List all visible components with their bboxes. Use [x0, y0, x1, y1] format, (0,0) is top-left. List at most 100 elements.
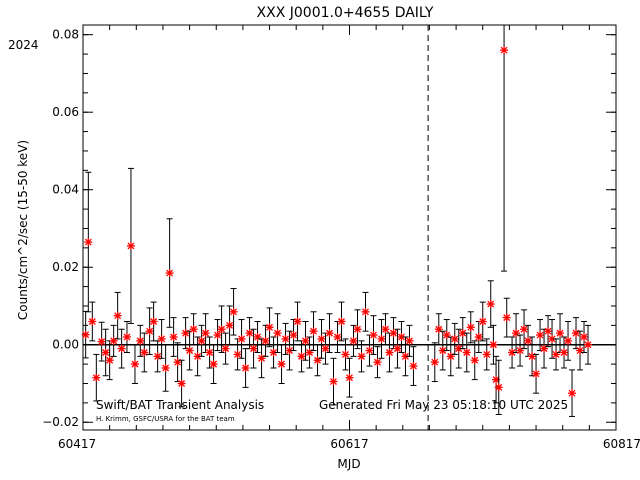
asterisk-marker [556, 329, 565, 338]
data-point [568, 369, 577, 417]
data-point [500, 24, 509, 272]
asterisk-marker [257, 354, 266, 363]
data-point [438, 330, 447, 371]
asterisk-marker [482, 350, 491, 359]
year-label: 2024 [8, 38, 39, 52]
asterisk-stroke [230, 308, 238, 316]
asterisk-stroke [459, 329, 467, 337]
asterisk-marker [229, 307, 238, 316]
data-point [140, 332, 149, 373]
y-tick-label: 0.00 [52, 338, 79, 352]
asterisk-stroke [503, 314, 511, 322]
asterisk-marker [520, 325, 529, 334]
asterisk-marker [329, 377, 338, 386]
asterisk-marker [140, 348, 149, 357]
asterisk-stroke [123, 333, 131, 341]
data-point [241, 348, 250, 388]
asterisk-stroke [489, 341, 497, 349]
asterisk-stroke [282, 335, 289, 343]
data-point [261, 324, 270, 357]
annotation-right: Generated Fri May 23 05:18:10 UTC 2025 [319, 398, 568, 412]
data-point [205, 336, 214, 369]
asterisk-marker [466, 323, 475, 332]
asterisk-stroke [463, 349, 471, 356]
asterisk-stroke [467, 323, 475, 331]
asterisk-marker [273, 329, 282, 338]
asterisk-stroke [92, 374, 100, 382]
asterisk-stroke [564, 337, 572, 345]
data-point [580, 320, 589, 353]
data-point [297, 340, 306, 373]
data-point [357, 340, 366, 373]
asterisk-marker [373, 358, 382, 367]
data-point [245, 317, 254, 350]
asterisk-stroke [443, 331, 451, 339]
asterisk-marker [470, 356, 479, 365]
asterisk-marker [253, 332, 262, 341]
asterisk-stroke [310, 327, 317, 335]
asterisk-marker [385, 348, 394, 357]
asterisk-marker [489, 340, 498, 349]
asterisk-stroke [350, 337, 357, 345]
data-point [381, 313, 390, 346]
asterisk-marker [462, 348, 471, 357]
asterisk-stroke [471, 356, 479, 364]
asterisk-stroke [386, 349, 393, 356]
asterisk-marker [122, 332, 131, 341]
data-point [532, 353, 541, 394]
data-point [337, 301, 346, 342]
data-point [165, 218, 174, 328]
asterisk-marker [281, 334, 290, 343]
asterisk-stroke [222, 345, 230, 353]
asterisk-stroke [318, 335, 325, 343]
data-point [516, 334, 525, 367]
asterisk-marker [289, 331, 298, 340]
y-tick-label: 0.06 [52, 105, 79, 119]
asterisk-stroke [106, 356, 114, 364]
data-point [84, 171, 93, 313]
asterisk-stroke [82, 331, 90, 339]
data-point [430, 342, 439, 383]
data-point [149, 301, 158, 342]
asterisk-stroke [154, 352, 162, 360]
asterisk-stroke [338, 318, 345, 325]
asterisk-marker [297, 352, 306, 361]
asterisk-marker [265, 323, 274, 332]
asterisk-marker [474, 332, 483, 341]
asterisk-marker [478, 317, 487, 326]
asterisk-stroke [495, 383, 503, 391]
asterisk-stroke [326, 329, 333, 337]
asterisk-marker [109, 336, 118, 345]
data-point [265, 307, 274, 348]
asterisk-stroke [580, 333, 588, 341]
asterisk-stroke [131, 360, 139, 368]
asterisk-stroke [492, 376, 500, 384]
asterisk-marker [494, 383, 503, 392]
data-points [81, 24, 593, 417]
asterisk-marker [305, 348, 314, 357]
asterisk-stroke [431, 358, 439, 366]
asterisk-stroke [102, 349, 110, 356]
asterisk-marker [361, 307, 370, 316]
asterisk-marker [117, 344, 126, 353]
y-tick-label: −0.02 [42, 415, 79, 429]
data-point [341, 338, 350, 371]
asterisk-marker [149, 317, 158, 326]
data-point [313, 344, 322, 377]
asterisk-marker [88, 317, 97, 326]
asterisk-marker [189, 325, 198, 334]
asterisk-stroke [548, 335, 556, 343]
asterisk-marker [277, 360, 286, 369]
data-point [369, 315, 378, 355]
data-point [197, 324, 206, 357]
asterisk-marker [512, 329, 521, 338]
asterisk-stroke [512, 329, 520, 337]
data-point [257, 338, 266, 379]
asterisk-stroke [508, 349, 516, 356]
asterisk-stroke [206, 349, 214, 356]
asterisk-marker [560, 348, 569, 357]
asterisk-stroke [262, 337, 270, 345]
asterisk-marker [580, 332, 589, 341]
asterisk-stroke [210, 360, 218, 368]
asterisk-stroke [198, 337, 206, 345]
